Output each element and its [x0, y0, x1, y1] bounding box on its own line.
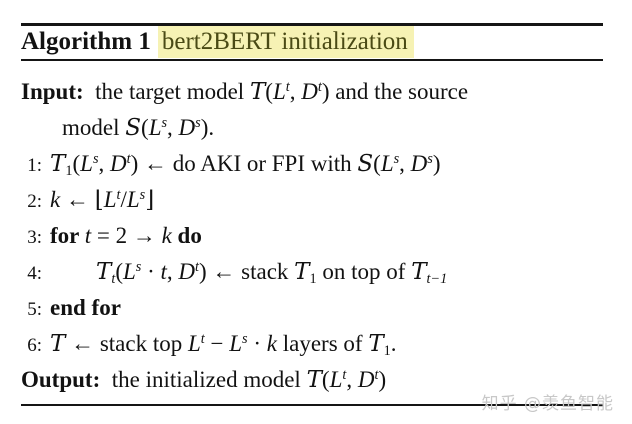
header-rule [21, 59, 603, 61]
algorithm-label: Algorithm 1 [21, 28, 151, 55]
step-4: 4: Tt(Ls · t, Dt) ← stack T1 on top of Tt… [21, 254, 617, 290]
algorithm-body: Input: the target model T(Lt, Dt) and th… [21, 74, 617, 398]
line-number: 4: [27, 263, 42, 284]
statement: Tt(Ls · t, Dt) ← stack T1 on top of Tt−1 [96, 259, 448, 287]
statement: end for [50, 295, 121, 320]
bottom-rule [21, 404, 603, 406]
line-number: 2: [27, 191, 42, 212]
step-2: 2: k ← ⌊Lt/Ls⌋ [21, 182, 617, 218]
statement: for t = 2 → k do [50, 223, 202, 248]
step-5: 5: end for [21, 290, 617, 326]
algorithm-caption: Algorithm 1 bert2BERT initialization [21, 26, 414, 58]
statement: Output: the initialized model T(Lt, Dt) [21, 367, 387, 393]
watermark: 知乎 @羡鱼智能 [481, 394, 614, 414]
statement: T1(Ls, Dt) ← do AKI or FPI with S(Ls, Ds… [50, 151, 441, 179]
step-6: 6: T ← stack top Lt − Ls · k layers of T1… [21, 326, 617, 362]
input-line-continuation: model S(Ls, Ds). [21, 110, 617, 146]
line-number: 1: [27, 155, 42, 176]
output-line: Output: the initialized model T(Lt, Dt) [21, 362, 617, 398]
statement: T ← stack top Lt − Ls · k layers of T1. [50, 331, 397, 359]
statement: model S(Ls, Ds). [62, 115, 215, 141]
step-3: 3: for t = 2 → k do [21, 218, 617, 254]
line-number: 5: [27, 299, 42, 320]
line-number: 6: [27, 335, 42, 356]
statement: Input: the target model T(Lt, Dt) and th… [21, 79, 469, 105]
algorithm-title-highlight: bert2BERT initialization [157, 26, 414, 58]
line-number: 3: [27, 227, 42, 248]
statement: k ← ⌊Lt/Ls⌋ [50, 187, 155, 212]
step-1: 1: T1(Ls, Dt) ← do AKI or FPI with S(Ls, … [21, 146, 617, 182]
input-line: Input: the target model T(Lt, Dt) and th… [21, 74, 617, 110]
top-rule [21, 23, 603, 26]
